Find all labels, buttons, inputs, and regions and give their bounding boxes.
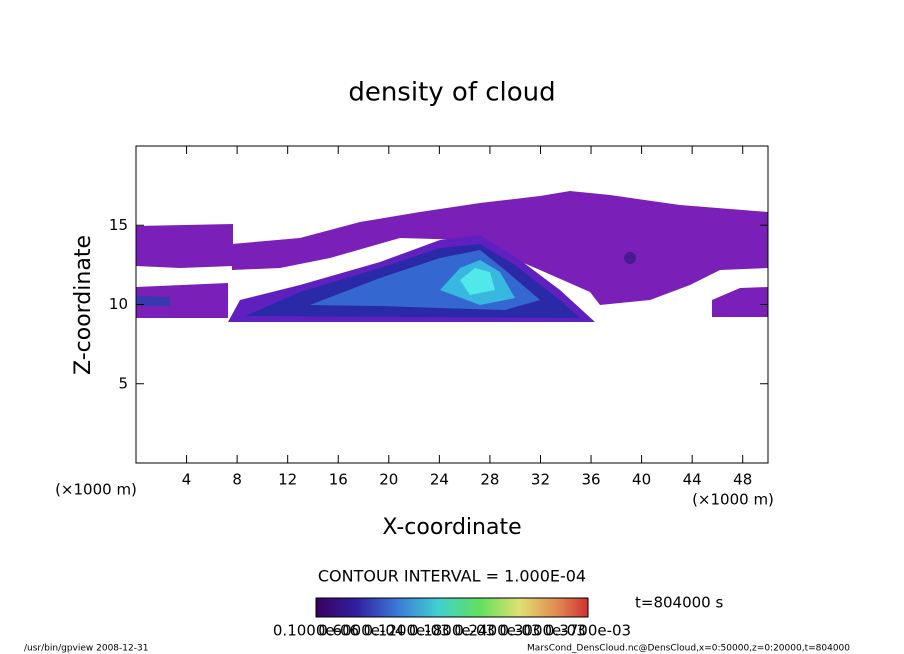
- x-tick-label: 8: [232, 471, 242, 489]
- colorbar-label: 0.2400e-03: [454, 622, 540, 640]
- time-label: t=804000 s: [635, 594, 723, 612]
- x-tick-label: 4: [182, 471, 192, 489]
- x-axis-label: X-coordinate: [382, 515, 521, 540]
- y-tick-label: 15: [109, 216, 128, 234]
- footer-left: /usr/bin/gpview 2008-12-31: [24, 644, 148, 654]
- x-tick-label: 24: [430, 471, 449, 489]
- x-tick-label: 40: [632, 471, 651, 489]
- x-tick-label: 32: [531, 471, 550, 489]
- x-tick-label: 48: [733, 471, 752, 489]
- colorbar-label: 0.3000e-03: [500, 622, 586, 640]
- y-axis-label: Z-coordinate: [71, 235, 96, 375]
- x-tick-label: 28: [480, 471, 499, 489]
- y-tick-label: 10: [109, 295, 128, 313]
- colorbar: [315, 597, 589, 618]
- x-tick-label: 44: [683, 471, 702, 489]
- colorbar-label: 0.1200e-03: [364, 622, 450, 640]
- colorbar-label: 0.6000e-04: [318, 622, 404, 640]
- x-tick-label: 20: [379, 471, 398, 489]
- x-unit: (×1000 m): [692, 491, 774, 509]
- footer-right: MarsCond_DensCloud.nc@DensCloud,x=0:5000…: [527, 644, 850, 654]
- y-unit: (×1000 m): [55, 481, 137, 499]
- colorbar-label: 0.1800e-03: [409, 622, 495, 640]
- x-tick-label: 36: [581, 471, 600, 489]
- colorbar-label: 0.1000e-06: [273, 622, 359, 640]
- cloud-field: [136, 191, 768, 322]
- y-tick-label: 5: [118, 374, 128, 392]
- contour-interval: CONTOUR INTERVAL = 1.000E-04: [318, 567, 586, 586]
- x-tick-label: 16: [329, 471, 348, 489]
- x-tick-label: 12: [278, 471, 297, 489]
- colorbar-label: 0.3700e-03: [545, 622, 631, 640]
- chart-title: density of cloud: [348, 78, 555, 108]
